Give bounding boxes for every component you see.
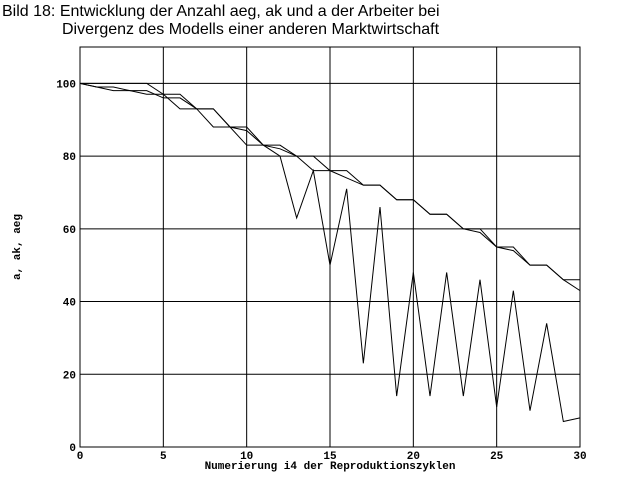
chart-title: Bild 18: Entwicklung der Anzahl aeg, ak …	[2, 3, 440, 20]
x-axis-label: Numerierung i4 der Reproduktionszyklen	[205, 461, 456, 473]
x-tick-label: 5	[160, 451, 167, 463]
data-line	[79, 82, 581, 423]
chart-subtitle: Divergenz des Modells einer anderen Mark…	[62, 21, 440, 38]
x-tick-label: 20	[407, 451, 420, 463]
y-axis-label: a, ak, aeg	[12, 214, 24, 280]
data-line	[79, 82, 581, 292]
x-tick-label: 30	[573, 451, 586, 463]
y-tick-label: 0	[69, 443, 76, 455]
y-tick-label: 20	[63, 370, 76, 382]
x-tick-label: 10	[240, 451, 253, 463]
x-tick-label: 25	[490, 451, 504, 463]
y-tick-label: 60	[63, 225, 76, 237]
y-tick-label: 40	[63, 298, 76, 310]
y-tick-label: 100	[56, 79, 76, 91]
x-tick-label: 15	[323, 451, 337, 463]
x-tick-label: 0	[77, 451, 84, 463]
y-tick-label: 80	[63, 152, 76, 164]
